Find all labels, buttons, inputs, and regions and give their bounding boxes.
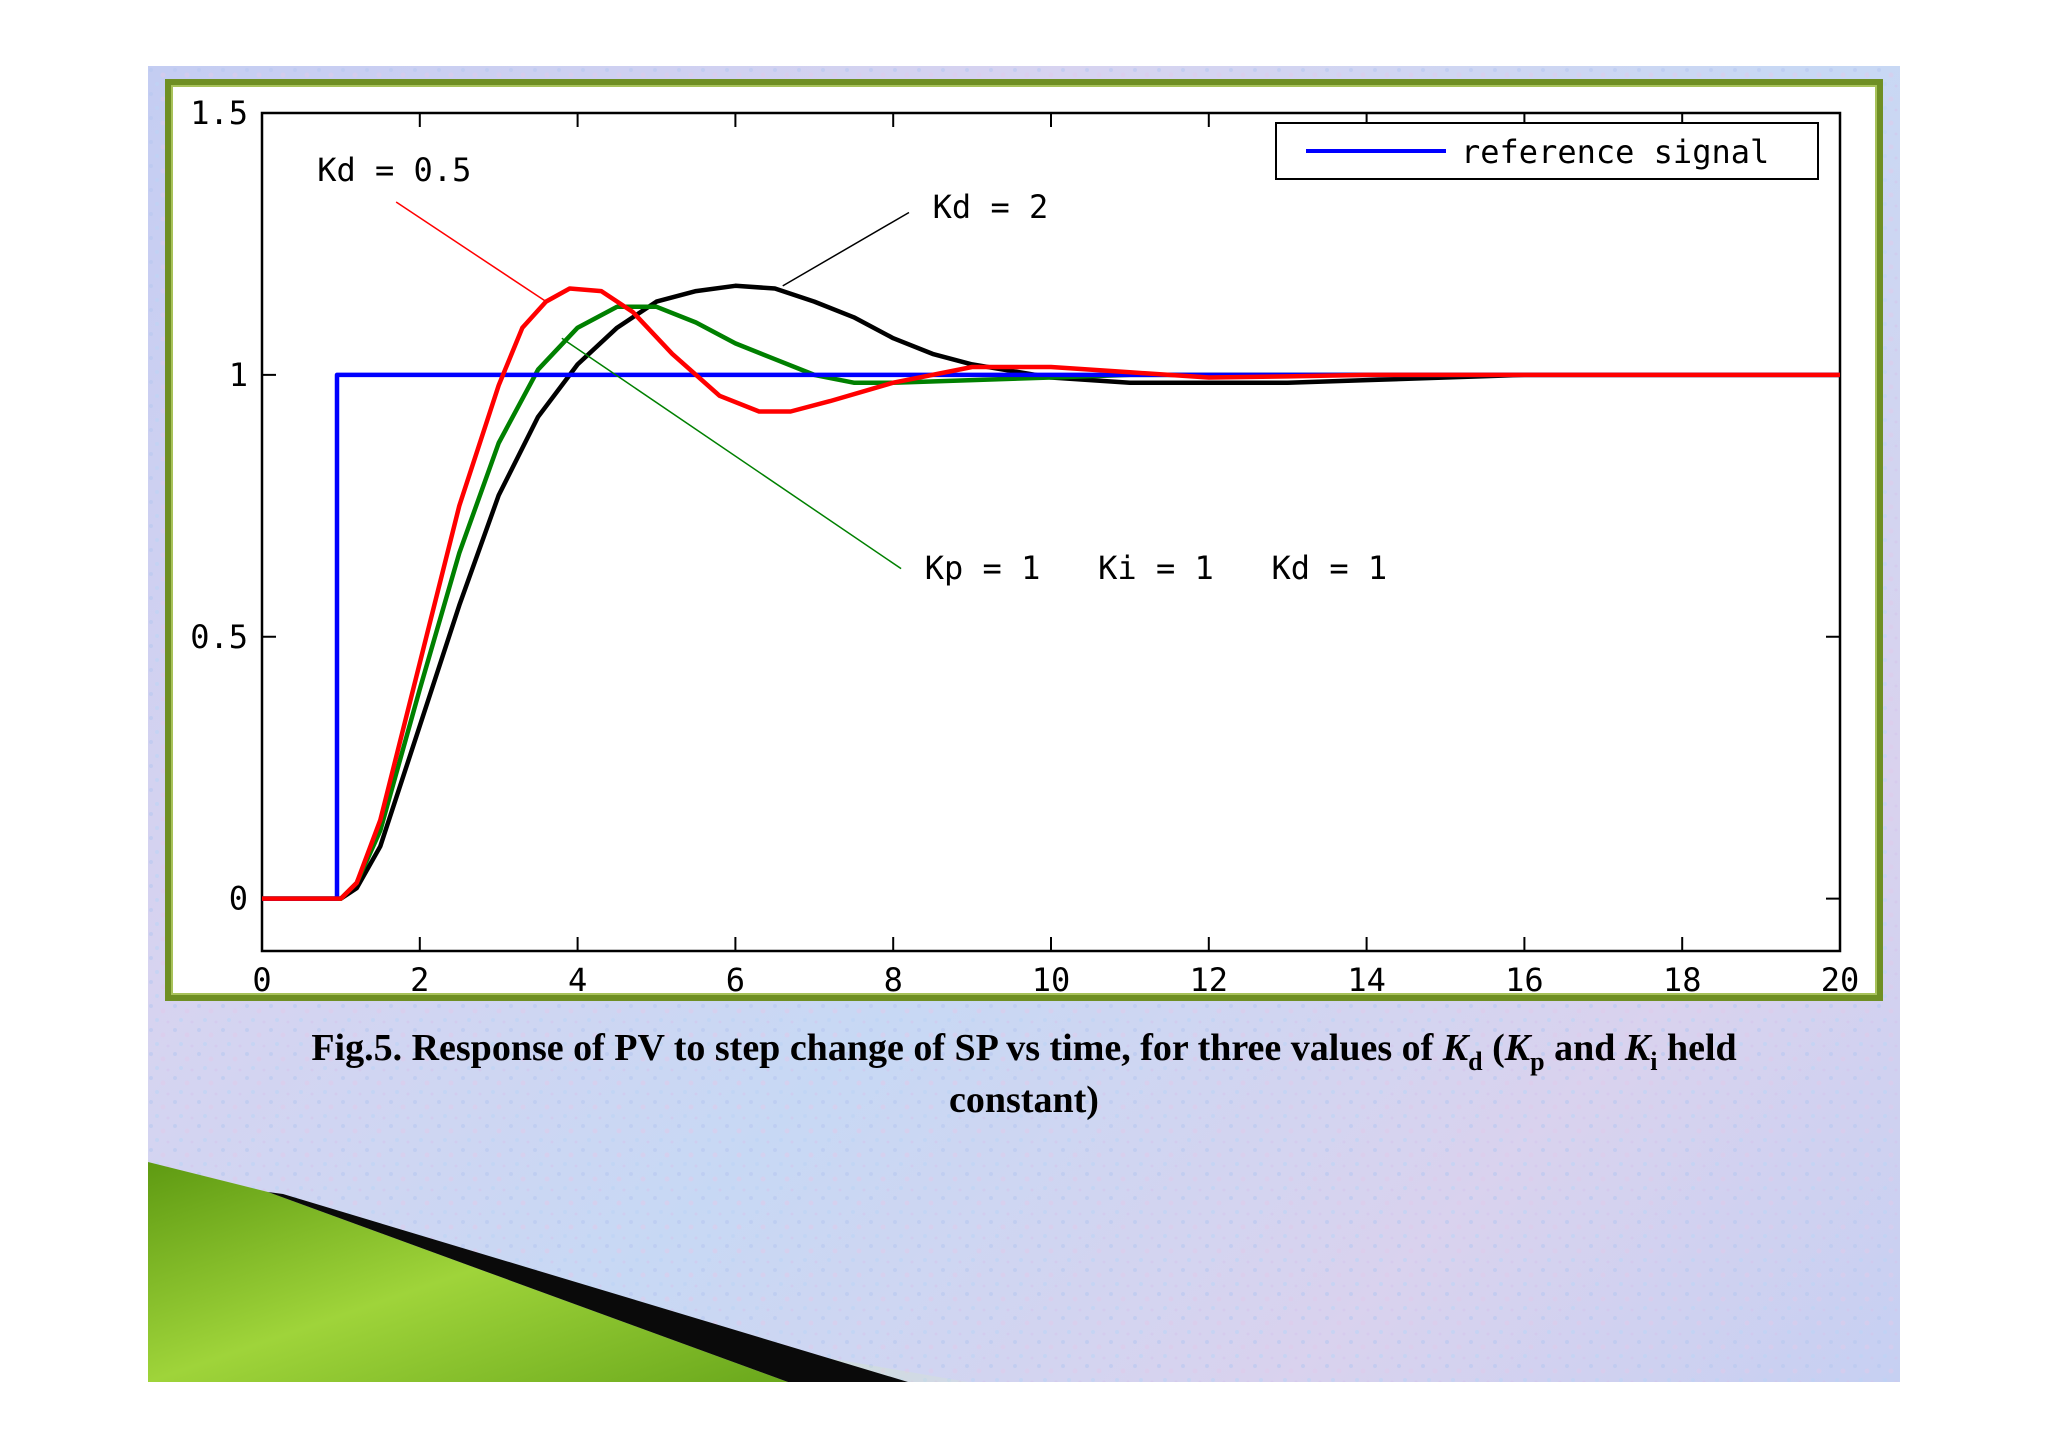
- decorative-swoosh: [148, 1162, 968, 1382]
- series-line-3: [262, 283, 1840, 901]
- figure-caption-line2: constant): [148, 1074, 1900, 1126]
- annotation-leader-0: [395, 201, 547, 303]
- x-tick-label: 14: [1347, 961, 1386, 995]
- x-tick-label: 8: [884, 961, 903, 995]
- x-tick-label: 6: [726, 961, 745, 995]
- caption-kd-sub: d: [1468, 1047, 1483, 1076]
- y-tick-label: 1.5: [190, 94, 248, 132]
- y-tick-label: 0: [229, 880, 248, 918]
- caption-kp: K: [1504, 1027, 1531, 1069]
- x-tick-label: 4: [568, 961, 587, 995]
- y-tick-label: 0.5: [190, 618, 248, 656]
- chart-frame: 0 2 4 6 8 10 12 14 16 18 20 0 0.5 1 1.5 Kd = 0.5 Kd = 2…: [165, 79, 1883, 1001]
- plot-area: [260, 111, 1842, 953]
- caption-and: and: [1544, 1027, 1625, 1069]
- pid-response-chart: 0 2 4 6 8 10 12 14 16 18 20 0 0.5 1 1.5 Kd = 0.5 Kd = 2…: [190, 94, 1859, 995]
- annotation-leader-2: [561, 337, 902, 570]
- annotation-label-1: Kd = 2: [933, 188, 1049, 226]
- y-tick-label: 1: [229, 356, 248, 394]
- x-tick-label: 2: [410, 961, 429, 995]
- annotations: Kd = 0.5 Kd = 2 Kp = 1 Ki = 1 Kd = 1: [317, 151, 1387, 587]
- annotation-label-0: Kd = 0.5: [317, 151, 471, 189]
- caption-ki: K: [1624, 1027, 1651, 1069]
- series-group: [262, 283, 1840, 901]
- x-tick-label: 20: [1821, 961, 1860, 995]
- series-line-1: [262, 286, 1840, 901]
- annotation-label-2: Kp = 1 Ki = 1 Kd = 1: [925, 549, 1387, 587]
- x-tick-label: 10: [1032, 961, 1071, 995]
- x-tick-label: 16: [1505, 961, 1544, 995]
- caption-ki-sub: i: [1650, 1047, 1658, 1076]
- caption-kp-sub: p: [1530, 1047, 1545, 1076]
- slide-background: 0 2 4 6 8 10 12 14 16 18 20 0 0.5 1 1.5 Kd = 0.5 Kd = 2…: [148, 66, 1900, 1382]
- figure-caption: Fig.5. Response of PV to step change of …: [148, 1022, 1900, 1088]
- x-tick-label: 0: [252, 961, 271, 995]
- legend: reference signal: [1275, 122, 1819, 180]
- caption-text: Fig.5. Response of PV to step change of …: [311, 1027, 1443, 1069]
- caption-held: held: [1657, 1027, 1737, 1069]
- axis-ticks: 0 2 4 6 8 10 12 14 16 18 20 0 0.5 1 1.5: [190, 94, 1859, 995]
- legend-reference-label: reference signal: [1461, 133, 1769, 171]
- x-tick-label: 18: [1663, 961, 1702, 995]
- caption-constant: constant): [949, 1079, 1099, 1121]
- caption-paren: (: [1482, 1027, 1505, 1069]
- caption-kd: K: [1442, 1027, 1469, 1069]
- annotation-leader-1: [782, 211, 910, 287]
- x-tick-label: 12: [1190, 961, 1229, 995]
